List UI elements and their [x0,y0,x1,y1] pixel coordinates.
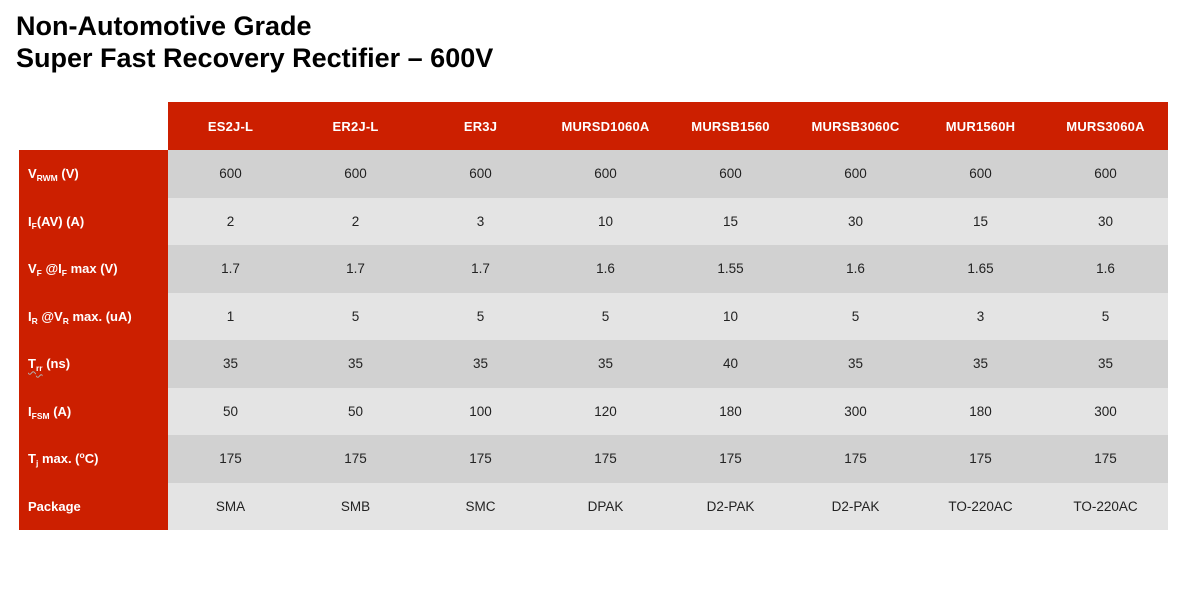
table-row: IF(AV) (A) 2 2 3 10 15 30 15 30 [19,197,1168,245]
table-cell: 600 [293,150,418,198]
table-cell: 5 [1043,292,1168,340]
table-cell: 50 [168,387,293,435]
header-row: ES2J-L ER2J-L ER3J MURSD1060A MURSB1560 … [19,102,1168,150]
table-cell: 35 [1043,340,1168,388]
table-cell: 1.55 [668,245,793,293]
table-row: Package SMA SMB SMC DPAK D2-PAK D2-PAK T… [19,482,1168,530]
table-cell: 10 [543,197,668,245]
table-cell: 3 [418,197,543,245]
table-cell: 180 [918,387,1043,435]
row-label-tj: Tj max. (oC) [19,435,168,483]
table-cell: 1.6 [1043,245,1168,293]
table-cell: 15 [668,197,793,245]
table-cell: 600 [168,150,293,198]
table-cell: 600 [418,150,543,198]
table-cell: 30 [1043,197,1168,245]
table-cell: 1.6 [793,245,918,293]
table-cell: 5 [418,292,543,340]
table-cell: 30 [793,197,918,245]
table-row: IR @VR max. (uA) 1 5 5 5 10 5 3 5 [19,292,1168,340]
table-cell: 1.65 [918,245,1043,293]
table-cell: 2 [168,197,293,245]
table-cell: 1.7 [293,245,418,293]
table-cell: DPAK [543,482,668,530]
corner-cell [19,102,168,150]
table-cell: 35 [918,340,1043,388]
table-cell: 1 [168,292,293,340]
table-cell: 175 [293,435,418,483]
row-label-trr: Trr (ns) [19,340,168,388]
table-cell: 600 [793,150,918,198]
table-cell: 120 [543,387,668,435]
table-cell: 175 [793,435,918,483]
table-cell: 175 [668,435,793,483]
table-cell: 5 [293,292,418,340]
table-cell: 300 [793,387,918,435]
table-cell: 600 [918,150,1043,198]
title-line-1: Non-Automotive Grade [16,11,312,41]
table-cell: 3 [918,292,1043,340]
spec-comparison-table: ES2J-L ER2J-L ER3J MURSD1060A MURSB1560 … [19,102,1168,530]
column-header: MURSB3060C [793,102,918,150]
table-cell: 175 [918,435,1043,483]
table-cell: 35 [793,340,918,388]
table-cell: SMC [418,482,543,530]
table-cell: 35 [543,340,668,388]
column-header: ER3J [418,102,543,150]
column-header: MURSD1060A [543,102,668,150]
table-cell: 300 [1043,387,1168,435]
table-cell: 35 [418,340,543,388]
table-row: VRWM (V) 600 600 600 600 600 600 600 600 [19,150,1168,198]
table-cell: 50 [293,387,418,435]
row-label-ir: IR @VR max. (uA) [19,292,168,340]
table-cell: 1.7 [418,245,543,293]
column-header: MUR1560H [918,102,1043,150]
table-cell: 5 [793,292,918,340]
column-header: ER2J-L [293,102,418,150]
table-cell: 175 [168,435,293,483]
table-cell: 180 [668,387,793,435]
table-cell: 1.6 [543,245,668,293]
table-cell: 1.7 [168,245,293,293]
column-header: ES2J-L [168,102,293,150]
table-cell: 600 [1043,150,1168,198]
row-label-package: Package [19,482,168,530]
table-cell: D2-PAK [793,482,918,530]
column-header: MURSB1560 [668,102,793,150]
row-label-vf: VF @IF max (V) [19,245,168,293]
column-header: MURS3060A [1043,102,1168,150]
table-row: VF @IF max (V) 1.7 1.7 1.7 1.6 1.55 1.6 … [19,245,1168,293]
table-row: Trr (ns) 35 35 35 35 40 35 35 35 [19,340,1168,388]
row-label-vrwm: VRWM (V) [19,150,168,198]
table-cell: 2 [293,197,418,245]
row-label-ifsm: IFSM (A) [19,387,168,435]
table-cell: 35 [168,340,293,388]
table-cell: 100 [418,387,543,435]
table-cell: D2-PAK [668,482,793,530]
table-row: IFSM (A) 50 50 100 120 180 300 180 300 [19,387,1168,435]
table-row: Tj max. (oC) 175 175 175 175 175 175 175… [19,435,1168,483]
table-cell: 175 [418,435,543,483]
title-line-2: Super Fast Recovery Rectifier – 600V [16,43,494,73]
page-title: Non-Automotive Grade Super Fast Recovery… [16,10,493,74]
table-cell: 600 [668,150,793,198]
table-cell: 5 [543,292,668,340]
table-cell: 175 [543,435,668,483]
table-cell: TO-220AC [1043,482,1168,530]
table-cell: SMB [293,482,418,530]
table-cell: 40 [668,340,793,388]
table-cell: 175 [1043,435,1168,483]
table-cell: 15 [918,197,1043,245]
table-cell: TO-220AC [918,482,1043,530]
row-label-if-av: IF(AV) (A) [19,197,168,245]
table-cell: SMA [168,482,293,530]
table-cell: 35 [293,340,418,388]
table-cell: 10 [668,292,793,340]
table-cell: 600 [543,150,668,198]
